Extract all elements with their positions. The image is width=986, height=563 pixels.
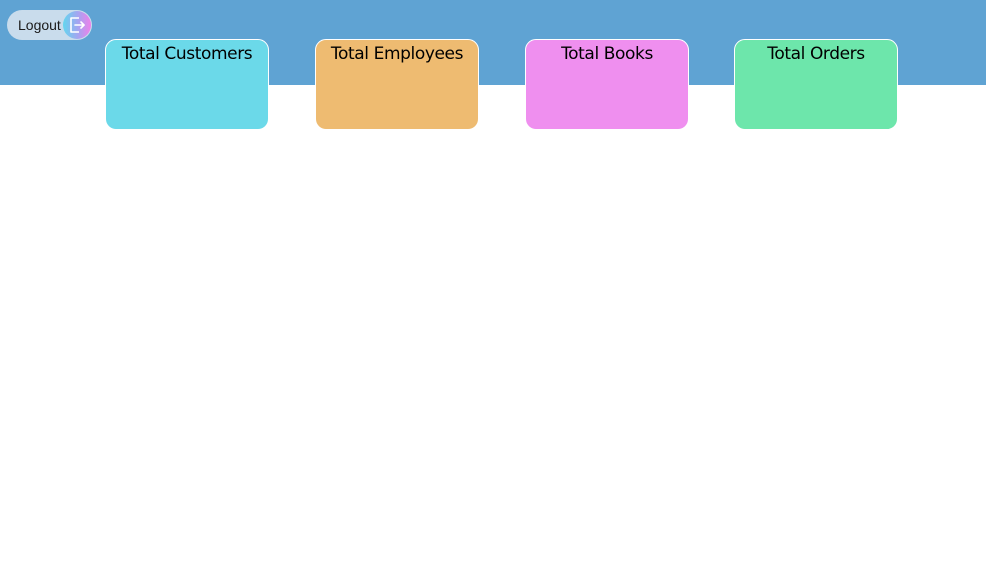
total-customers-card[interactable]: Total Customers <box>105 39 269 130</box>
logout-button[interactable]: Logout <box>7 10 92 40</box>
total-employees-card[interactable]: Total Employees <box>315 39 479 130</box>
total-orders-title: Total Orders <box>767 44 865 64</box>
logout-icon <box>63 11 91 39</box>
logout-label: Logout <box>18 17 61 33</box>
total-books-title: Total Books <box>561 44 653 64</box>
total-books-card[interactable]: Total Books <box>525 39 689 130</box>
total-orders-card[interactable]: Total Orders <box>734 39 898 130</box>
total-customers-title: Total Customers <box>121 44 253 64</box>
logout-arrow-icon <box>70 17 85 33</box>
total-employees-title: Total Employees <box>330 44 464 64</box>
